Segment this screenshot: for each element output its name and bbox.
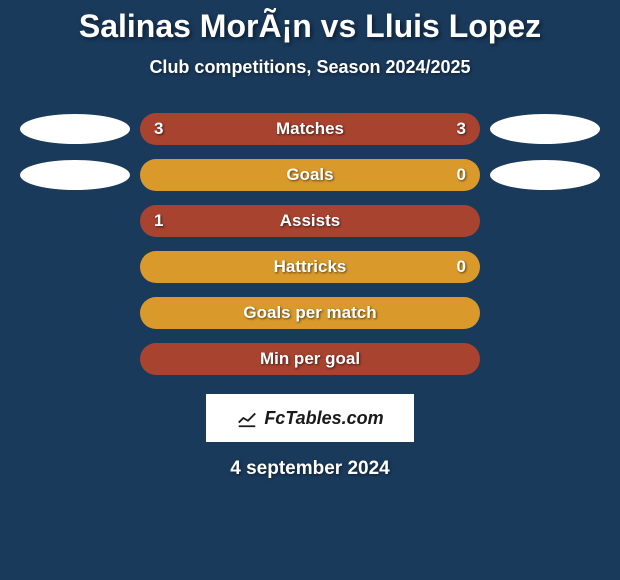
stat-label: Hattricks (274, 257, 347, 277)
stat-bar: Goals 0 (140, 159, 480, 191)
stat-row: Goals 0 (10, 152, 610, 198)
stat-value-left: 1 (154, 211, 163, 231)
stat-row: Goals per match (10, 290, 610, 336)
chart-icon (236, 407, 258, 429)
stat-bar: 3 Matches 3 (140, 113, 480, 145)
stat-label: Goals (286, 165, 333, 185)
comparison-card: Salinas MorÃ¡n vs Lluis Lopez Club compe… (0, 0, 620, 580)
stat-bar: Hattricks 0 (140, 251, 480, 283)
stat-bar: 1 Assists (140, 205, 480, 237)
comparison-subtitle: Club competitions, Season 2024/2025 (0, 57, 620, 78)
stat-row: Hattricks 0 (10, 244, 610, 290)
stat-label: Goals per match (243, 303, 376, 323)
date-text: 4 september 2024 (0, 458, 620, 480)
player-left-marker (20, 114, 130, 144)
stat-row: 1 Assists (10, 198, 610, 244)
player-right-marker (490, 160, 600, 190)
stat-label: Min per goal (260, 349, 360, 369)
stat-value-left: 3 (154, 119, 163, 139)
comparison-title: Salinas MorÃ¡n vs Lluis Lopez (0, 8, 620, 45)
stat-label: Matches (276, 119, 344, 139)
stat-value-right: 0 (457, 165, 466, 185)
logo-box[interactable]: FcTables.com (206, 394, 414, 442)
stat-bar: Min per goal (140, 343, 480, 375)
stat-row: Min per goal (10, 336, 610, 382)
stats-section: 3 Matches 3 Goals 0 1 Assists Hattricks 0 Goals p… (0, 106, 620, 382)
stat-value-right: 0 (457, 257, 466, 277)
stat-bar: Goals per match (140, 297, 480, 329)
player-left-marker (20, 160, 130, 190)
stat-row: 3 Matches 3 (10, 106, 610, 152)
stat-label: Assists (280, 211, 340, 231)
logo-content: FcTables.com (236, 407, 383, 429)
stat-value-right: 3 (457, 119, 466, 139)
logo-text: FcTables.com (264, 408, 383, 429)
player-right-marker (490, 114, 600, 144)
